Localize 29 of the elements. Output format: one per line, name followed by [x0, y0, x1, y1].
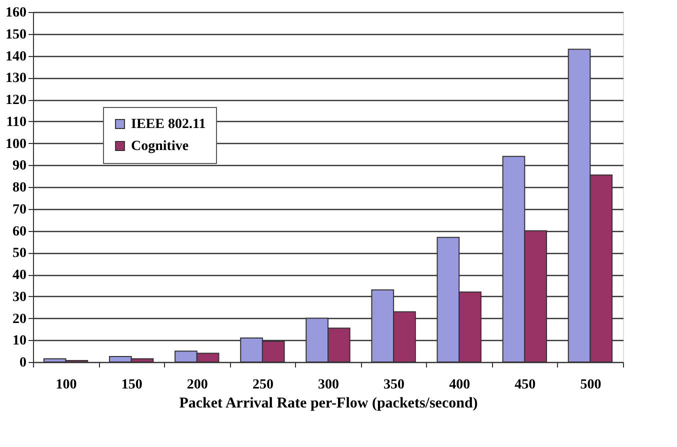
- x-axis-title: Packet Arrival Rate per-Flow (packets/second): [179, 396, 478, 412]
- x-tick-label: 450: [514, 378, 536, 392]
- y-tick-label: 100: [6, 136, 26, 152]
- x-tick-label: 350: [384, 378, 405, 392]
- y-tick-label: 20: [12, 312, 26, 327]
- legend-label: Cognitive: [131, 139, 189, 154]
- y-tick-label: 30: [12, 290, 26, 305]
- legend-label: IEEE 802.11: [131, 117, 206, 132]
- y-tick-label: 130: [6, 71, 26, 86]
- x-tick-label: 150: [121, 378, 142, 392]
- y-tick-label: 110: [6, 114, 26, 130]
- y-tick-label: 140: [6, 49, 26, 64]
- y-tick-label: 50: [12, 246, 26, 262]
- x-tick-label: 500: [580, 378, 602, 392]
- y-tick-label: 60: [12, 224, 26, 240]
- y-tick-label: 0: [20, 356, 26, 370]
- x-tick-label: 400: [449, 378, 470, 392]
- x-tick-label: 100: [56, 378, 77, 392]
- y-tick-label: 160: [6, 6, 26, 20]
- y-tick-label: 10: [12, 334, 26, 349]
- y-tick-label: 70: [12, 202, 26, 218]
- y-tick-label: 90: [12, 158, 26, 174]
- y-tick-label: 150: [6, 27, 26, 42]
- y-tick-label: 120: [6, 93, 26, 108]
- y-tick-label: 40: [12, 268, 26, 283]
- x-tick-label: 300: [318, 378, 339, 392]
- y-tick-label: 80: [12, 180, 26, 196]
- x-tick-label: 200: [186, 378, 208, 392]
- x-tick-label: 250: [252, 378, 274, 392]
